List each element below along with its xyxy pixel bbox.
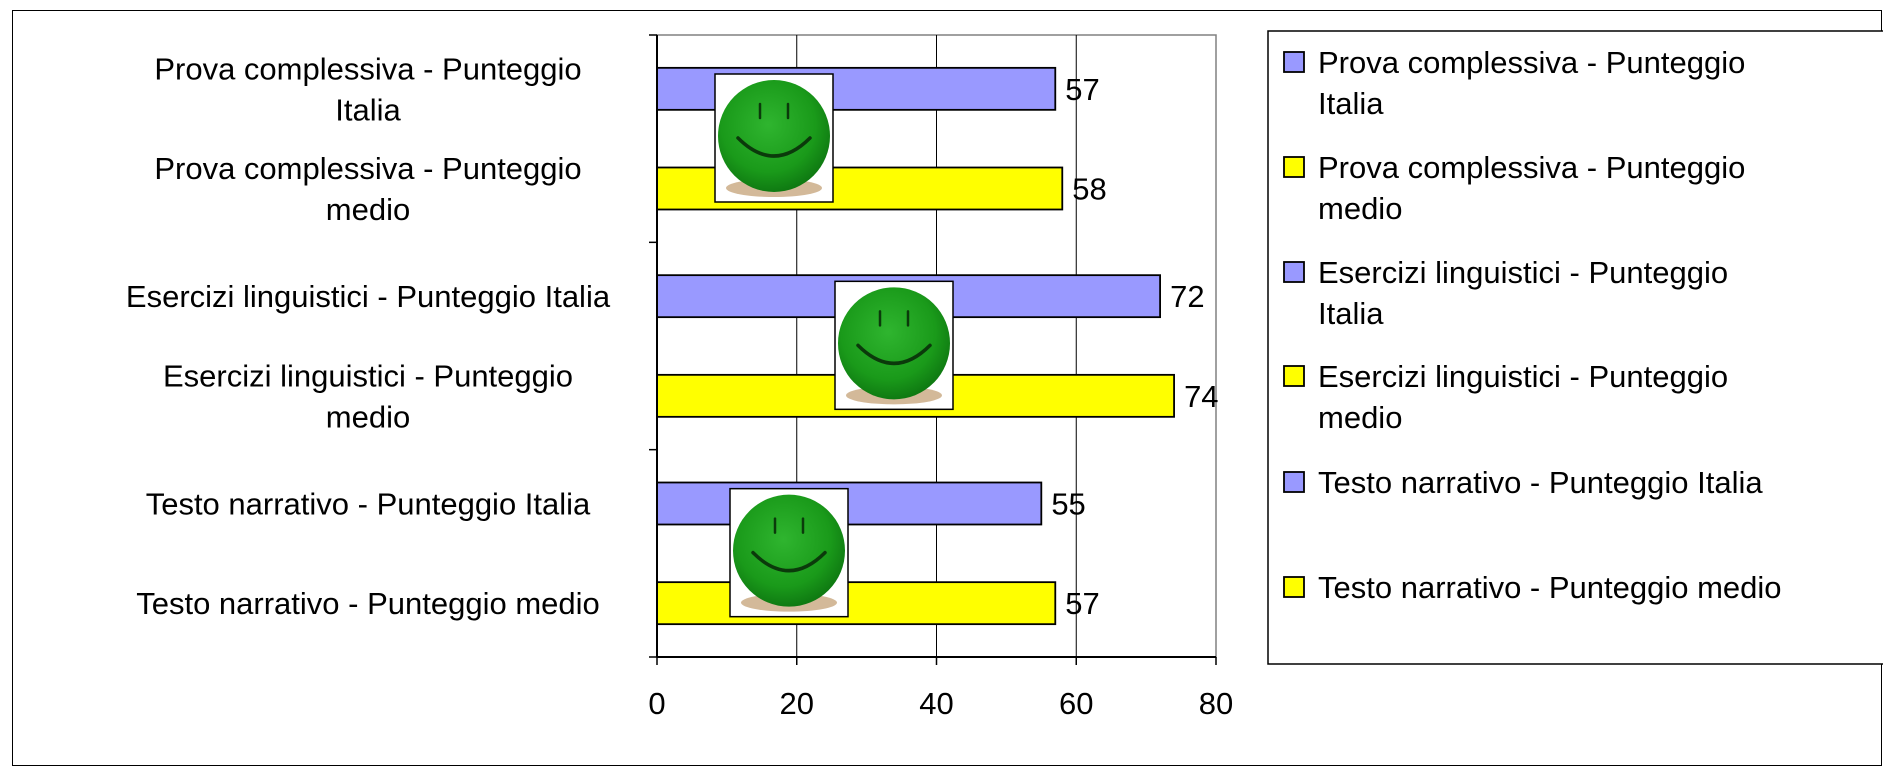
legend-swatch xyxy=(1283,156,1305,178)
category-label-line: Testo narrativo - Punteggio medio xyxy=(136,586,600,621)
category-label: Esercizi linguistici - Punteggio Italia xyxy=(126,279,611,314)
smiley-icons xyxy=(714,73,954,618)
legend-box xyxy=(1267,30,1883,665)
legend-label-line: Prova complessiva - Punteggio xyxy=(1318,45,1745,80)
legend-label-line: Testo narrativo - Punteggio medio xyxy=(1318,570,1782,605)
legend-label-line: Esercizi linguistici - Punteggio xyxy=(1318,255,1728,290)
data-label: 57 xyxy=(1065,72,1099,107)
data-label: 72 xyxy=(1170,279,1204,314)
smiley-face-icon xyxy=(729,487,849,618)
legend-label-line: Testo narrativo - Punteggio Italia xyxy=(1318,465,1763,500)
legend-label-line: Esercizi linguistici - Punteggio xyxy=(1318,359,1728,394)
legend-label-line: medio xyxy=(1318,191,1402,226)
x-tick-labels: 0 20 40 60 80 xyxy=(648,686,1233,721)
legend-item: Esercizi linguistici - Punteggio Italia xyxy=(1283,255,1728,331)
category-label-line: Prova complessiva - Punteggio xyxy=(154,51,581,86)
legend-label-line: Italia xyxy=(1318,296,1384,331)
x-tick-label: 60 xyxy=(1059,686,1093,721)
bar xyxy=(656,481,1043,526)
legend-swatch xyxy=(1283,576,1305,598)
legend-label: Esercizi linguistici - Punteggio medio xyxy=(1318,359,1728,435)
smiley-face-icon xyxy=(714,73,834,203)
legend-label-line: Prova complessiva - Punteggio xyxy=(1318,150,1745,185)
legend-label-line: Italia xyxy=(1318,86,1384,121)
category-label-line: Italia xyxy=(335,92,401,127)
category-label: Testo narrativo - Punteggio Italia xyxy=(146,487,591,522)
x-tick-label: 0 xyxy=(648,686,665,721)
legend-swatch xyxy=(1283,471,1305,493)
x-tick-label: 40 xyxy=(919,686,953,721)
x-tick-label: 80 xyxy=(1199,686,1233,721)
legend-label-line: medio xyxy=(1318,400,1402,435)
x-tick-label: 20 xyxy=(780,686,814,721)
data-label: 74 xyxy=(1184,379,1218,414)
category-label: Prova complessiva - Punteggio Italia xyxy=(154,51,581,127)
legend-label: Testo narrativo - Punteggio Italia xyxy=(1318,465,1763,500)
legend-label: Esercizi linguistici - Punteggio Italia xyxy=(1318,255,1728,331)
category-label-line: Prova complessiva - Punteggio xyxy=(154,151,581,186)
legend-item: Testo narrativo - Punteggio Italia xyxy=(1283,465,1763,500)
category-label-line: medio xyxy=(326,399,410,434)
legend: Prova complessiva - Punteggio ItaliaProva… xyxy=(1267,30,1883,665)
smiley-face-icon xyxy=(834,280,954,411)
legend-swatch xyxy=(1283,365,1305,387)
category-label-line: Esercizi linguistici - Punteggio xyxy=(163,358,573,393)
category-label-line: Testo narrativo - Punteggio Italia xyxy=(146,487,591,522)
category-label: Prova complessiva - Punteggio medio xyxy=(154,151,581,227)
category-label: Esercizi linguistici - Punteggio medio xyxy=(163,358,573,434)
category-label: Testo narrativo - Punteggio medio xyxy=(136,586,600,621)
data-labels: 57 58 72 74 55 57 xyxy=(1051,72,1218,621)
legend-label: Testo narrativo - Punteggio medio xyxy=(1318,570,1782,605)
bar xyxy=(656,581,1057,626)
legend-item: Prova complessiva - Punteggio Italia xyxy=(1283,45,1745,121)
legend-label: Prova complessiva - Punteggio medio xyxy=(1318,150,1745,226)
axes xyxy=(649,34,1217,665)
legend-swatch xyxy=(1283,261,1305,283)
legend-item: Esercizi linguistici - Punteggio medio xyxy=(1283,359,1728,435)
legend-item: Prova complessiva - Punteggio medio xyxy=(1283,150,1745,226)
data-label: 57 xyxy=(1065,586,1099,621)
legend-item: Testo narrativo - Punteggio medio xyxy=(1283,570,1782,605)
category-label-line: medio xyxy=(326,192,410,227)
legend-swatch xyxy=(1283,51,1305,73)
legend-label: Prova complessiva - Punteggio Italia xyxy=(1318,45,1745,121)
category-label-line: Esercizi linguistici - Punteggio Italia xyxy=(126,279,611,314)
data-label: 55 xyxy=(1051,487,1085,522)
category-labels: Prova complessiva - Punteggio ItaliaProva… xyxy=(126,51,611,621)
data-label: 58 xyxy=(1072,172,1106,207)
